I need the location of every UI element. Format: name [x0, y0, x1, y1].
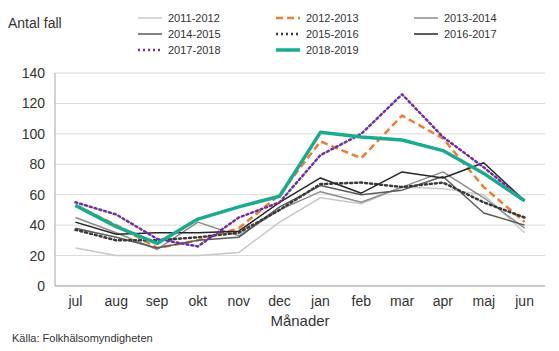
legend-label: 2014-2015: [168, 28, 221, 40]
x-tick-label: maj: [472, 293, 495, 309]
y-tick-label: 20: [29, 248, 45, 264]
grid-line: [55, 133, 545, 134]
x-tick-label: feb: [352, 293, 372, 309]
legend-label: 2016-2017: [444, 28, 497, 40]
legend-label: 2011-2012: [168, 12, 220, 24]
legend-swatch: [276, 17, 300, 20]
series-line: [75, 163, 524, 235]
grid-line: [55, 225, 545, 226]
legend-swatch: [414, 17, 438, 19]
x-tick-label: jul: [67, 293, 82, 309]
legend-swatch: [138, 49, 162, 52]
x-tick-label: nov: [227, 293, 250, 309]
grid-line: [55, 194, 545, 195]
legend-swatch: [138, 33, 162, 35]
chart: 0 20 40 60 80 100 120 140 jul aug sep okt nov dec jan f…: [0, 0, 559, 351]
x-tick-label: mar: [390, 293, 414, 309]
x-tick-label: aug: [105, 293, 128, 309]
x-axis-label: Månader: [270, 312, 329, 329]
source: Källa: Folkhälsomyndigheten: [12, 332, 153, 344]
legend-swatch: [414, 33, 438, 35]
series-line: [75, 183, 524, 241]
series-line: [75, 132, 524, 243]
y-tick-label: 80: [29, 156, 45, 172]
y-axis-label: Antal fall: [8, 15, 62, 31]
x-tick-label: apr: [433, 293, 454, 309]
y-tick-label: 100: [22, 126, 46, 142]
legend-swatch: [138, 17, 162, 19]
legend-label: 2018-2019: [306, 44, 359, 56]
y-tick-label: 0: [37, 278, 45, 294]
x-tick-label: sep: [146, 293, 169, 309]
grid-line: [55, 286, 545, 287]
y-axis: [55, 73, 56, 286]
legend-label: 2012-2013: [306, 12, 359, 24]
legend-swatch: [276, 33, 300, 36]
legend-label: 2013-2014: [444, 12, 497, 24]
x-tick-label: okt: [189, 293, 208, 309]
x-tick-label: dec: [268, 293, 291, 309]
y-tick-label: 120: [22, 95, 46, 111]
grid-line: [55, 103, 545, 104]
y-tick-label: 40: [29, 217, 45, 233]
y-tick-label: 60: [29, 187, 45, 203]
plot-area: [75, 94, 524, 255]
legend-label: 2015-2016: [306, 28, 359, 40]
series-line: [75, 94, 524, 246]
y-tick-label: 140: [22, 65, 46, 81]
x-axis: [55, 286, 545, 287]
x-tick-label: jan: [310, 293, 330, 309]
legend-swatch: [276, 48, 300, 52]
grid-line: [55, 73, 545, 74]
x-tick-label: jun: [514, 293, 534, 309]
legend-label: 2017-2018: [168, 44, 221, 56]
